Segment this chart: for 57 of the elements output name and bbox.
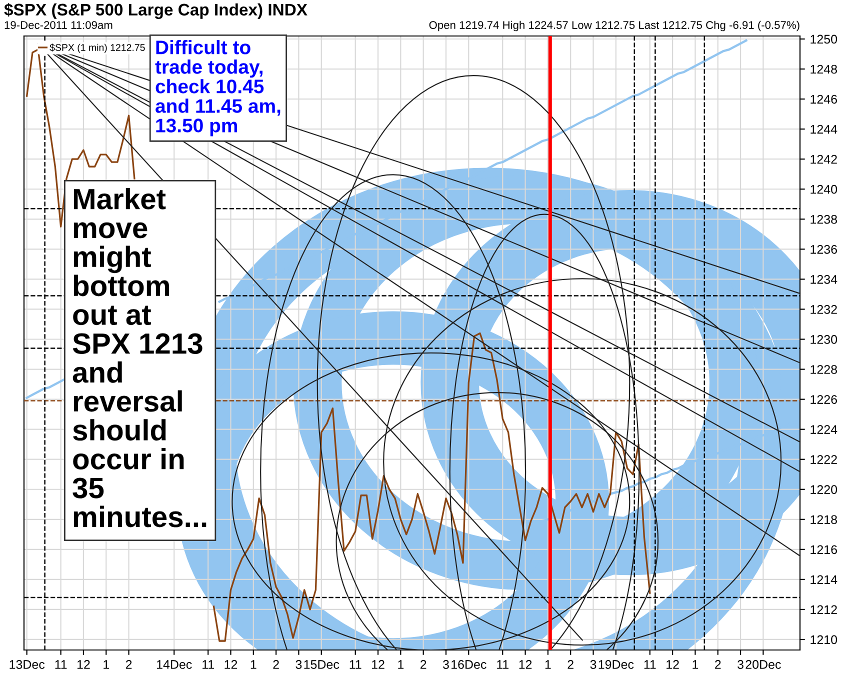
y-tick-label: 1224 [810, 425, 838, 434]
x-tick-label: 12 [224, 660, 238, 669]
x-tick-label: 2 [568, 660, 574, 669]
x-tick-label: 3 [296, 660, 302, 669]
x-tick-label: 20Dec [746, 660, 781, 669]
y-tick-label: 1220 [810, 485, 838, 494]
chart-subtitle: 19-Dec-2011 11:09am [4, 21, 112, 29]
x-tick-label: 3 [590, 660, 596, 669]
x-tick-label: 19Dec [598, 660, 634, 669]
x-tick-label: 3 [738, 660, 744, 669]
y-tick-label: 1218 [810, 515, 837, 524]
x-tick-label: 11 [202, 660, 214, 669]
annotation: Difficult to trade today, check 10.45 and 11.45 am, 13.50 pm [155, 40, 280, 136]
x-tick-label: 2 [273, 660, 279, 669]
y-tick-label: 1240 [810, 184, 838, 194]
x-tick-label: 11 [644, 660, 656, 669]
y-tick-label: 1214 [810, 575, 838, 584]
text: Market move might bottom out at SPX 1213 and reversal should occur in 35 minutes... [72, 188, 206, 528]
x-tick-label: 11 [55, 660, 67, 669]
x-tick-label: 12 [519, 660, 532, 669]
y-tick-label: 1212 [810, 605, 837, 614]
x-tick-label: 1 [104, 660, 109, 669]
text: Open 1219.74 High 1224.57 Low 1212.75 Last 1212.75 Chg -6.91 (-0.57%) [429, 20, 800, 32]
y-tick-label: 1250 [810, 34, 838, 44]
x-tick-label: 12 [666, 660, 679, 669]
x-tick-label: 16Dec [452, 660, 486, 669]
x-tick-label: 11 [497, 660, 509, 669]
x-tick-label: 13Dec [10, 660, 45, 669]
y-tick-label: 1246 [810, 94, 837, 104]
x-tick-label: 12 [77, 660, 90, 669]
x-tick-label: 2 [420, 660, 426, 669]
y-tick-label: 1244 [810, 124, 838, 134]
chart-title: $SPX (S&P 500 Large Cap Index) INDX [4, 3, 308, 19]
y-tick-label: 1230 [810, 335, 838, 344]
x-tick-label: 2 [126, 660, 132, 669]
x-tick-label: 11 [350, 660, 362, 669]
x-tick-label: 15Dec [304, 660, 340, 669]
legend-label: $SPX (1 min) 1212.75 [50, 44, 145, 53]
x-tick-label: 2 [715, 660, 721, 669]
x-tick-label: 1 [250, 660, 256, 669]
y-tick-label: 1210 [810, 635, 838, 644]
y-tick-label: 1238 [810, 214, 837, 224]
x-tick-label: 12 [372, 660, 384, 669]
y-tick-label: 1228 [810, 365, 837, 374]
y-tick-label: 1248 [810, 64, 837, 74]
y-tick-label: 1232 [810, 305, 837, 314]
x-tick-label: 1 [398, 660, 404, 669]
y-tick-label: 1242 [810, 154, 837, 164]
x-tick-label: 1 [692, 660, 698, 669]
x-tick-label: 14Dec [156, 660, 192, 669]
y-tick-label: 1234 [810, 275, 838, 284]
y-tick-label: 1222 [810, 455, 837, 464]
x-tick-label: 1 [545, 660, 551, 669]
y-tick-label: 1216 [810, 545, 837, 554]
x-tick-label: 3 [442, 660, 449, 669]
y-tick-label: 1236 [810, 244, 837, 254]
y-tick-label: 1226 [810, 395, 837, 404]
